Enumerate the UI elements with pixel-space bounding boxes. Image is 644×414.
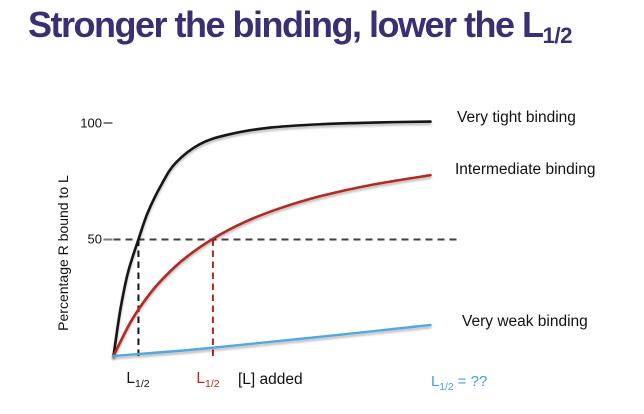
- page-title: Stronger the binding, lower the L1/2: [28, 4, 573, 49]
- y-tick-label-50: 50: [87, 231, 102, 247]
- title-text: Stronger the binding, lower the L: [28, 4, 544, 45]
- x-axis-title: [L] added: [238, 371, 303, 388]
- series-label-very-tight-binding: Very tight binding: [457, 109, 576, 126]
- l-half-sub: 1/2: [134, 378, 150, 391]
- y-tick-label-100: 100: [80, 115, 102, 131]
- l-half-base: L: [126, 369, 135, 387]
- curve-intermediate-binding: [112, 173, 432, 358]
- title-subscript: 1/2: [542, 23, 573, 49]
- l-half-unknown-note: L1/2 = ??: [431, 373, 487, 393]
- l-half-sub: 1/2: [204, 378, 220, 391]
- l-half-marker-intermediate: L1/2: [196, 370, 219, 390]
- l-half-base: L: [431, 373, 440, 390]
- series-label-intermediate-binding: Intermediate binding: [455, 161, 596, 178]
- series-label-very-weak-binding: Very weak binding: [462, 313, 588, 330]
- y-axis-title: Percentage R bound to L: [55, 175, 71, 331]
- l-half-base: L: [196, 369, 205, 387]
- l-half-sub: 1/2: [439, 382, 454, 393]
- l-half-suffix: = ??: [453, 373, 488, 390]
- curve-very-weak-binding: [112, 323, 432, 358]
- curve-very-tight-binding: [112, 120, 432, 358]
- l-half-marker-tight: L1/2: [126, 370, 149, 390]
